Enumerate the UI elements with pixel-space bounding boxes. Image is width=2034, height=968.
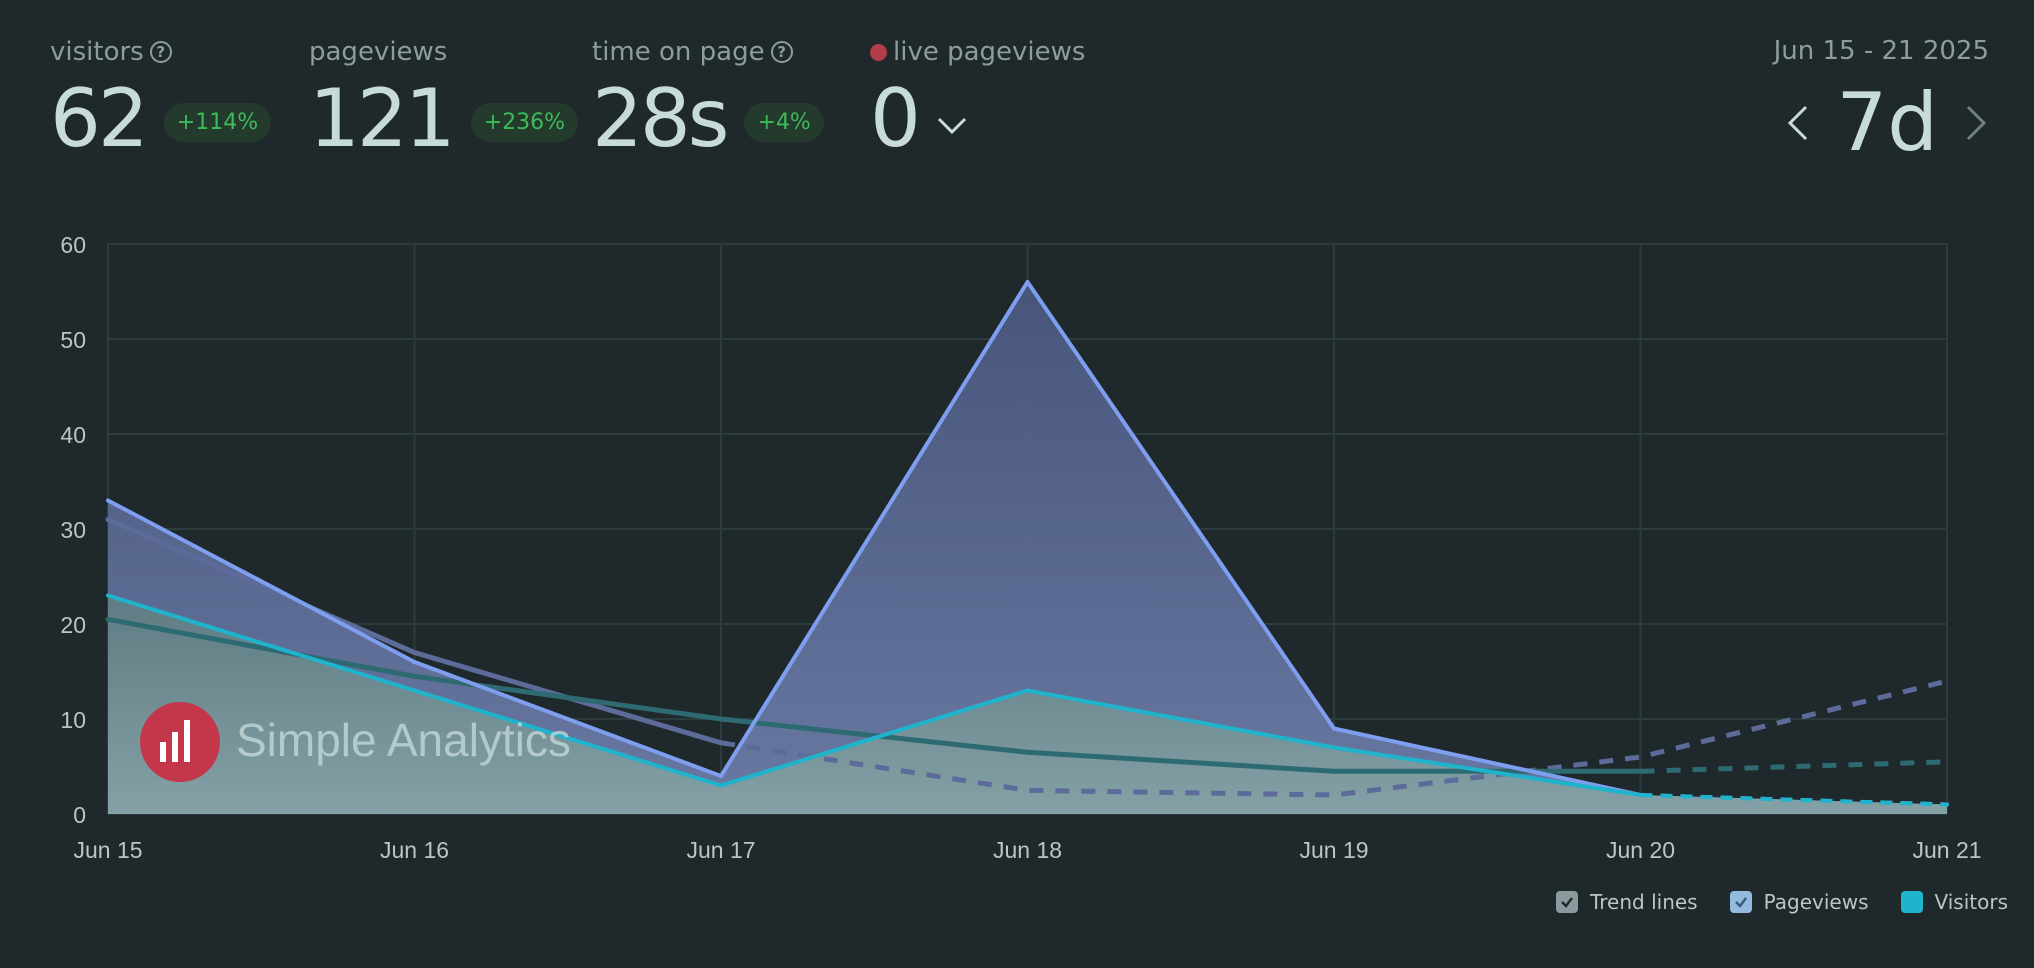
x-tick-label: Jun 17 <box>686 837 755 863</box>
legend-pageviews-label: Pageviews <box>1763 890 1869 914</box>
visitors-line <box>107 593 1641 797</box>
time-on-page-stat: time on page ? 28s +4% <box>592 34 824 164</box>
time-on-page-value: 28s <box>592 72 729 165</box>
visitors-point <box>719 783 723 788</box>
date-range: Jun 15 - 21 2025 <box>1773 36 1989 66</box>
watermark: Simple Analytics <box>140 702 571 782</box>
period-selector: 7d <box>1786 78 1988 168</box>
y-tick-label: 10 <box>60 707 86 733</box>
checkbox-icon <box>1900 891 1923 913</box>
live-dot-icon <box>870 43 887 61</box>
y-tick-label: 20 <box>60 612 86 638</box>
pageviews-area <box>108 282 1947 814</box>
live-pageviews-stat: live pageviews 0 <box>870 34 1085 164</box>
pageviews-change-badge: +236% <box>470 102 579 142</box>
visitors-point <box>1332 745 1336 750</box>
period-value[interactable]: 7d <box>1836 76 1938 169</box>
visitors-point <box>1025 688 1030 693</box>
visitors-point <box>106 593 110 598</box>
pageviews-point <box>719 774 723 778</box>
y-tick-label: 60 <box>60 232 86 258</box>
live-pageviews-value: 0 <box>870 72 921 165</box>
visitors-point <box>1945 802 1949 807</box>
chevron-left-icon[interactable] <box>1786 103 1810 143</box>
pageviews-stat: pageviews 121 +236% <box>309 34 579 165</box>
pageviews-point <box>106 498 110 503</box>
x-tick-label: Jun 15 <box>73 837 142 863</box>
visitors-point <box>1638 793 1643 797</box>
pageviews-label: pageviews <box>309 37 448 67</box>
legend-visitors-label: Visitors <box>1934 890 2009 914</box>
pageviews-point <box>412 660 417 664</box>
y-tick-label: 30 <box>60 517 86 543</box>
time-on-page-label: time on page <box>592 37 765 67</box>
visitors-label: visitors <box>50 37 144 67</box>
visitors-value: 62 <box>50 72 149 165</box>
help-icon[interactable]: ? <box>770 41 793 63</box>
chevron-down-icon[interactable] <box>936 115 968 137</box>
pageviews-value: 121 <box>309 72 456 165</box>
time-on-page-change-badge: +4% <box>744 102 824 142</box>
trend-line <box>105 616 1643 774</box>
x-tick-label: Jun 21 <box>1912 837 1981 863</box>
legend-visitors[interactable]: Visitors <box>1900 890 2009 914</box>
x-tick-label: Jun 18 <box>993 837 1062 863</box>
x-tick-label: Jun 20 <box>1606 837 1675 863</box>
logo-icon <box>140 702 220 782</box>
x-tick-label: Jun 19 <box>1299 837 1368 863</box>
trend-line <box>105 517 724 746</box>
visitors-line-incomplete <box>1640 793 1948 807</box>
pageviews-point <box>1332 726 1336 731</box>
legend-pageviews[interactable]: Pageviews <box>1729 890 1869 914</box>
visitors-stat: visitors ? 62 +114% <box>50 34 272 165</box>
visitors-change-badge: +114% <box>163 102 272 142</box>
pageviews-point <box>1025 280 1030 284</box>
visitors-point <box>412 688 417 693</box>
trend-line-projection <box>1640 759 1948 774</box>
x-tick-label: Jun 16 <box>380 837 449 863</box>
legend-trend-lines[interactable]: Trend lines <box>1555 890 1698 914</box>
y-tick-label: 50 <box>60 327 86 353</box>
live-pageviews-label: live pageviews <box>893 37 1086 67</box>
checkbox-icon <box>1555 891 1578 913</box>
y-tick-label: 0 <box>73 802 86 828</box>
chevron-right-icon[interactable] <box>1964 103 1988 143</box>
area-chart: 0 10 20 30 40 50 60 Jun 15 Jun 16 Jun 17 Jun 18 Jun… <box>60 232 1981 863</box>
checkbox-icon <box>1729 891 1752 913</box>
help-icon[interactable]: ? <box>149 41 172 63</box>
watermark-text: Simple Analytics <box>236 714 571 766</box>
pageviews-line <box>107 280 1641 797</box>
legend-trend-label: Trend lines <box>1589 890 1698 914</box>
visitors-area <box>108 595 1947 814</box>
legend: Trend lines Pageviews Visitors <box>1555 890 2009 914</box>
y-tick-label: 40 <box>60 422 86 448</box>
